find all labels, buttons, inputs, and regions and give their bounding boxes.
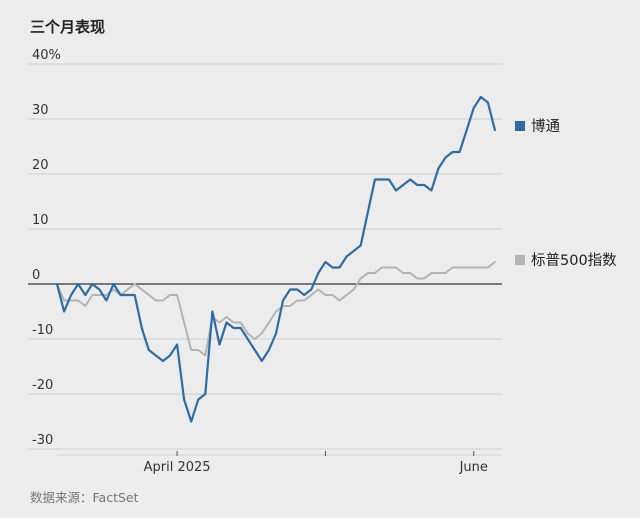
grid-lines [28, 63, 502, 450]
legend-label: 博通 [531, 118, 560, 135]
legend-label: 标普500指数 [531, 252, 617, 269]
y-axis-ticks: 40% 30 20 10 0 -10 -20 -30 [32, 48, 61, 448]
source-note: 数据来源：FactSet [30, 490, 139, 505]
y-tick-label: -10 [32, 323, 53, 338]
series-line-1 [56, 261, 496, 357]
legend-swatch [515, 121, 525, 131]
y-tick-label: 40% [32, 48, 61, 63]
x-tick-label: April 2025 [144, 460, 211, 475]
y-tick-label: 20 [32, 158, 49, 173]
chart-title: 三个月表现 [30, 18, 106, 36]
legend-swatch [515, 255, 525, 265]
x-axis: April 2025 June [57, 451, 502, 475]
x-tick-label: June [459, 460, 488, 475]
series-line-0 [55, 95, 496, 423]
y-tick-label: 10 [32, 213, 49, 228]
y-tick-label: 30 [32, 103, 49, 118]
series-lines [55, 95, 496, 423]
y-tick-label: -20 [32, 378, 53, 393]
y-tick-label: 0 [32, 268, 40, 283]
y-tick-label: -30 [32, 433, 53, 448]
